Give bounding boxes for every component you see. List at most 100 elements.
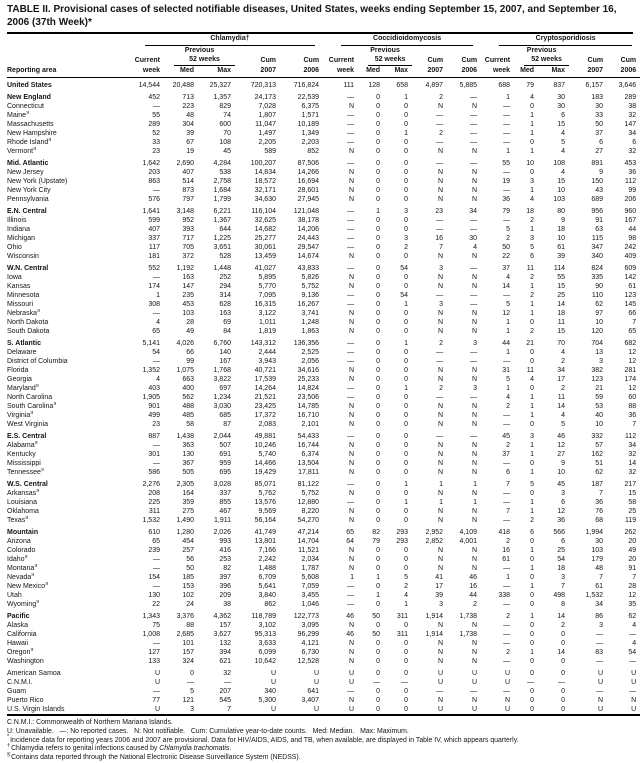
value-cell: 2,101 xyxy=(301,421,320,428)
value-cell: — xyxy=(153,556,160,563)
value-cell: 5,826 xyxy=(301,274,320,281)
previous-label-row: Previous Previous Previous xyxy=(7,46,640,56)
value-cell: N xyxy=(438,310,444,317)
value-cell: 76 xyxy=(595,508,604,515)
value-cell: 5 xyxy=(404,574,409,581)
value-cell: 153 xyxy=(182,583,194,590)
col-header-cum: Cum xyxy=(587,57,604,64)
value-cell: — xyxy=(436,292,444,299)
value-cell: N xyxy=(472,697,478,704)
value-cell: 1,343 xyxy=(142,613,160,620)
table-row: Alabama§ — 363 507 10,246 16,744 N 0 0 N N 2 1 12 57 34 xyxy=(7,441,640,450)
value-cell: — xyxy=(347,481,355,488)
value-cell: 4,109 xyxy=(459,529,478,536)
value-cell: N xyxy=(472,187,478,194)
col-header-current: Current xyxy=(328,57,355,64)
value-cell: 10,246 xyxy=(254,442,276,449)
previous-label: Previous xyxy=(370,46,400,54)
value-cell: 3 xyxy=(404,235,409,242)
value-cell: 0 xyxy=(376,670,381,677)
table-row: Oregon§ 127 157 394 6,099 6,730 N 0 0 N N 2 1 14 83 54 xyxy=(7,648,640,657)
value-cell: 0 xyxy=(404,412,409,419)
value-cell: 96,299 xyxy=(297,631,320,638)
value-cell: 12 xyxy=(502,310,511,317)
value-cell: N xyxy=(438,412,444,419)
value-cell: 88 xyxy=(628,403,637,410)
value-cell: 0 xyxy=(376,310,381,317)
value-cell: — xyxy=(503,292,511,299)
value-cell: N xyxy=(438,547,444,554)
value-cell: 952 xyxy=(182,217,194,224)
value-cell: 14 xyxy=(557,301,566,308)
value-cell: 1,863 xyxy=(301,328,320,335)
value-cell: 855 xyxy=(219,499,231,506)
value-cell: 0 xyxy=(376,139,381,146)
value-cell: 142 xyxy=(624,274,637,281)
value-cell: 55 xyxy=(502,160,511,167)
table-row: Iowa — 163 252 5,895 5,826 N 0 0 N N 4 2 55 335 142 xyxy=(7,273,640,282)
value-cell: 589 xyxy=(264,148,276,155)
value-cell: 0 xyxy=(376,130,381,137)
table-row: Louisiana 225 359 855 13,576 12,880 — 0 1 1 1 — 1 6 36… xyxy=(7,498,640,507)
value-cell: 100,207 xyxy=(250,160,276,167)
value-cell: N xyxy=(349,508,355,515)
value-cell: 0 xyxy=(376,274,381,281)
reporting-area-cell: W.N. Central xyxy=(7,265,49,272)
value-cell: 108 xyxy=(219,139,231,146)
value-cell: 720,313 xyxy=(250,82,276,89)
value-cell: 2 xyxy=(561,385,566,392)
value-cell: 4 xyxy=(506,394,511,401)
value-cell: 36 xyxy=(557,517,566,524)
value-cell: 3,122 xyxy=(258,310,276,317)
value-cell: 641 xyxy=(307,688,320,695)
value-cell: 7,028 xyxy=(258,103,276,110)
table-row: District of Columbia — 99 167 3,943 2,056 — 0 0 —… xyxy=(7,357,640,366)
value-cell: N xyxy=(505,697,511,704)
value-cell: 37 xyxy=(502,451,511,458)
value-cell: 24,443 xyxy=(297,235,320,242)
value-cell: 5 xyxy=(506,226,511,233)
table-row: New England 452 713 1,357 24,173 22,539 — 0 1 2 — 1… xyxy=(7,90,640,102)
value-cell: 0 xyxy=(404,196,409,203)
value-cell: 0 xyxy=(376,283,381,290)
value-cell: 1 xyxy=(439,499,444,506)
value-cell: N xyxy=(472,490,478,497)
value-cell: 87,506 xyxy=(297,160,320,167)
value-cell: 98 xyxy=(628,235,637,242)
value-cell: U xyxy=(349,706,355,713)
value-cell: N xyxy=(438,649,444,656)
value-cell: — xyxy=(436,433,444,440)
value-cell: N xyxy=(349,178,355,185)
value-cell: 181 xyxy=(148,253,160,260)
value-cell: 4 xyxy=(632,622,637,629)
value-cell: 8,220 xyxy=(301,508,320,515)
value-cell: 0 xyxy=(376,442,381,449)
value-cell: — xyxy=(470,160,478,167)
value-cell: — xyxy=(503,187,511,194)
value-cell: 23,506 xyxy=(297,394,320,401)
value-cell: U xyxy=(154,706,160,713)
col-header-week: week xyxy=(325,65,361,78)
value-cell: N xyxy=(438,622,444,629)
value-cell: 566 xyxy=(553,529,566,536)
value-cell: 7 xyxy=(632,319,637,326)
value-cell: 0 xyxy=(404,508,409,515)
reporting-area-cell: Guam xyxy=(7,688,27,695)
value-cell: — xyxy=(347,583,355,590)
col-header-max: Max xyxy=(386,65,415,78)
value-cell: 2 xyxy=(506,442,511,449)
value-cell: 3,627 xyxy=(213,631,231,638)
value-cell: 628 xyxy=(219,301,231,308)
value-cell: 1,234 xyxy=(213,394,231,401)
value-cell: 111 xyxy=(343,82,355,89)
value-cell: — xyxy=(436,121,444,128)
value-cell: 19,429 xyxy=(254,469,276,476)
value-cell: 3,840 xyxy=(258,592,276,599)
col-header-2006: 2006 xyxy=(449,65,484,78)
value-cell: 10 xyxy=(595,421,604,428)
value-cell: 397 xyxy=(219,574,231,581)
col-header-2007: 2007 xyxy=(414,65,450,78)
value-cell: 0 xyxy=(376,460,381,467)
table-row: Montana§ — 50 82 1,488 1,787 N 0 0 N N — 1 18 48 91 xyxy=(7,564,640,573)
value-cell: 621 xyxy=(219,658,231,665)
